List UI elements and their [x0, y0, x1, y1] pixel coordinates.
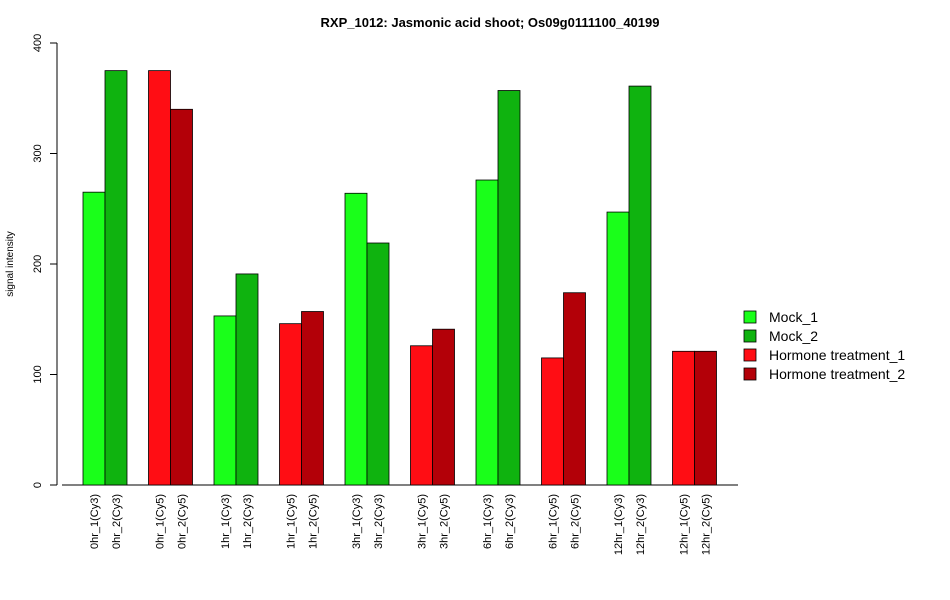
y-tick-label: 100 [32, 365, 44, 383]
x-tick-label: 6hr_1(Cy5) [548, 494, 560, 549]
y-tick-label: 300 [32, 144, 44, 162]
x-tick-label: 1hr_1(Cy3) [220, 494, 232, 549]
x-tick-label: 6hr_1(Cy3) [482, 494, 494, 549]
y-tick-label: 0 [32, 482, 44, 488]
legend-label: Mock_1 [769, 309, 818, 325]
x-tick-label: 3hr_1(Cy3) [351, 494, 363, 549]
x-tick-label: 0hr_2(Cy3) [111, 494, 123, 549]
bar [541, 357, 564, 486]
bar [497, 90, 521, 486]
x-tick-label: 3hr_2(Cy5) [439, 494, 451, 549]
x-tick-label: 0hr_1(Cy3) [89, 494, 101, 549]
bar [148, 70, 171, 486]
bar [82, 191, 106, 486]
legend: Mock_1 Mock_2 Hormone treatment_1 Hormone t… [743, 309, 905, 382]
x-tick-label: 12hr_2(Cy5) [701, 494, 713, 555]
bar [410, 345, 433, 486]
y-axis-label: signal intensity [5, 231, 16, 297]
x-tick-label: 12hr_1(Cy3) [613, 494, 625, 555]
bar [475, 179, 499, 486]
x-tick-label: 3hr_2(Cy3) [373, 494, 385, 549]
bars [82, 70, 717, 486]
bar [344, 192, 368, 486]
bar [235, 273, 259, 486]
legend-swatch [743, 348, 757, 362]
legend-swatch [743, 310, 757, 324]
y-tick-label: 200 [32, 255, 44, 273]
bar [301, 311, 324, 486]
bar [628, 85, 652, 486]
legend-swatch [743, 367, 757, 381]
x-tick-label: 1hr_2(Cy5) [308, 494, 320, 549]
x-axis-tick-labels: 0hr_1(Cy3) 0hr_2(Cy3) 0hr_1(Cy5) 0hr_2(Cy5)… [89, 494, 713, 555]
bar [432, 328, 455, 486]
legend-label: Hormone treatment_2 [769, 366, 905, 382]
x-tick-label: 3hr_1(Cy5) [417, 494, 429, 549]
x-tick-label: 6hr_2(Cy3) [504, 494, 516, 549]
x-tick-label: 1hr_2(Cy3) [242, 494, 254, 549]
x-tick-label: 12hr_2(Cy3) [635, 494, 647, 555]
x-tick-label: 6hr_2(Cy5) [570, 494, 582, 549]
bar [213, 315, 237, 486]
bar [104, 70, 128, 486]
bar [170, 108, 193, 486]
x-tick-label: 0hr_2(Cy5) [177, 494, 189, 549]
x-tick-label: 12hr_1(Cy5) [679, 494, 691, 555]
legend-label: Hormone treatment_1 [769, 347, 905, 363]
bar [672, 350, 695, 486]
bar [694, 350, 717, 486]
legend-swatch [743, 329, 757, 343]
chart-title: RXP_1012: Jasmonic acid shoot; Os09g0111… [321, 15, 660, 30]
bar [563, 292, 586, 486]
y-tick-label: 400 [32, 34, 44, 52]
legend-label: Mock_2 [769, 328, 818, 344]
x-tick-label: 1hr_1(Cy5) [286, 494, 298, 549]
bar [366, 242, 390, 486]
bar [606, 211, 630, 486]
x-tick-label: 0hr_1(Cy5) [155, 494, 167, 549]
bar [279, 323, 302, 486]
